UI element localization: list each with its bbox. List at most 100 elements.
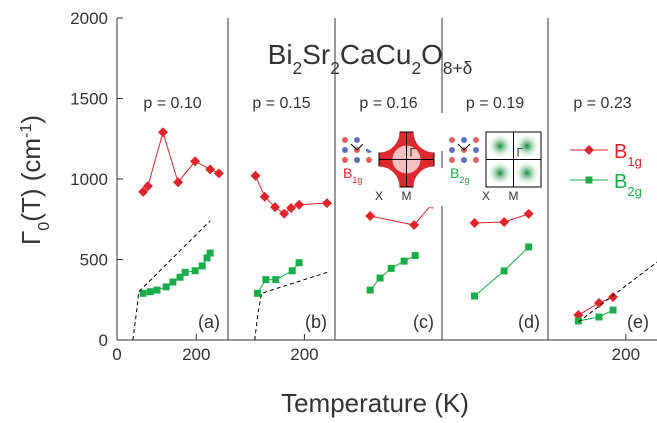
text-part: 2	[293, 58, 303, 78]
panel-label: p = 0.15	[252, 95, 310, 112]
text-part: Sr	[302, 39, 330, 70]
point	[213, 168, 224, 179]
text-part: 2	[330, 58, 340, 78]
atom	[449, 147, 455, 153]
y-tick-label: 1500	[70, 90, 108, 109]
point	[190, 156, 201, 167]
point	[169, 278, 177, 286]
atom	[473, 137, 479, 143]
x-tick-label: 0	[112, 345, 121, 364]
fermi-arc	[358, 111, 400, 153]
text-part: )	[16, 115, 46, 124]
arrow	[350, 143, 364, 151]
point	[595, 313, 603, 321]
point	[176, 273, 184, 281]
legend-label: B2g	[614, 171, 642, 199]
text-part: -1	[17, 124, 35, 138]
legend-marker	[584, 145, 594, 155]
fermi-arc	[413, 166, 455, 208]
symmetry-label: B2g	[450, 165, 469, 185]
text-part: Bi	[268, 39, 293, 70]
point	[376, 274, 384, 282]
panel-tag: (c)	[413, 312, 434, 332]
arrow	[457, 143, 471, 151]
gamma-label: Γ	[410, 146, 417, 160]
point	[205, 164, 216, 175]
point	[250, 170, 261, 181]
point	[499, 216, 510, 227]
point	[288, 267, 296, 275]
x-label: X	[482, 189, 490, 203]
fermi-arc	[413, 111, 455, 153]
x-tick-label: 200	[182, 345, 210, 364]
point	[593, 297, 604, 308]
point	[162, 283, 170, 291]
point	[198, 262, 206, 270]
point	[259, 191, 270, 202]
point	[469, 217, 480, 228]
guide-line	[132, 220, 211, 341]
x-axis-label: Temperature (K)	[281, 388, 469, 418]
lobe	[514, 160, 540, 186]
lobe	[514, 133, 540, 159]
text-part: (T) (cm	[16, 138, 46, 222]
text-part: 2g	[627, 184, 641, 199]
y-tick-label: 500	[80, 251, 108, 270]
fermi-arc	[358, 166, 400, 208]
atom	[342, 147, 348, 153]
point	[574, 317, 582, 325]
point	[279, 208, 290, 219]
symmetry-label: B1g	[343, 165, 362, 185]
atom	[473, 157, 479, 163]
point	[138, 186, 149, 197]
point	[294, 199, 305, 210]
point	[203, 254, 211, 262]
x-tick-label: 200	[612, 345, 640, 364]
text-part: 2g	[459, 175, 469, 185]
lobe	[487, 133, 513, 159]
point	[321, 198, 332, 209]
point	[609, 306, 617, 314]
text-part: 1g	[352, 175, 362, 185]
panel-tag: (b)	[305, 312, 327, 332]
text-part: O	[421, 39, 443, 70]
atom	[449, 137, 455, 143]
point	[608, 292, 619, 303]
point	[500, 267, 508, 275]
point	[523, 208, 534, 219]
panel-label: p = 0.10	[143, 95, 201, 112]
point	[139, 289, 147, 297]
point	[142, 181, 153, 192]
point	[411, 251, 419, 259]
atom	[342, 137, 348, 143]
point	[181, 268, 189, 276]
gamma-label: Γ	[517, 146, 524, 160]
point	[173, 177, 184, 188]
x-tick-label: 200	[290, 345, 318, 364]
atom	[342, 157, 348, 163]
atom	[366, 157, 372, 163]
text-part: 0	[35, 222, 53, 231]
text-part: B	[614, 141, 627, 163]
point	[157, 127, 168, 138]
point	[525, 243, 533, 251]
atom	[354, 137, 360, 143]
point	[253, 289, 261, 297]
series-line	[143, 252, 211, 294]
text-part: B	[450, 165, 459, 181]
point	[153, 286, 161, 294]
point	[286, 202, 297, 213]
legend-label: B1g	[614, 141, 642, 169]
text-part: 1g	[627, 154, 641, 169]
panel-tag: (e)	[627, 312, 649, 332]
point	[262, 276, 270, 284]
atom	[461, 137, 467, 143]
atom	[473, 147, 479, 153]
panel-label: p = 0.19	[466, 95, 524, 112]
point	[272, 276, 280, 284]
text-part: Γ	[16, 231, 46, 245]
m-label: M	[509, 189, 519, 203]
y-tick-label: 2000	[70, 9, 108, 28]
panel-tag: (a)	[198, 312, 220, 332]
